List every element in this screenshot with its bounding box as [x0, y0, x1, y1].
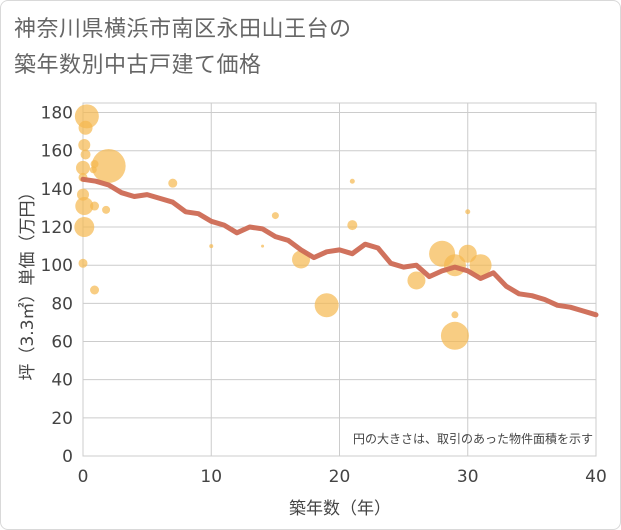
- data-bubble: [76, 160, 90, 175]
- y-tick-label: 40: [51, 371, 73, 391]
- x-tick-label: 40: [585, 467, 607, 487]
- data-bubble: [91, 148, 126, 183]
- data-bubble: [261, 244, 265, 248]
- tick-label-layer: 0 20 40 60 80 100 120 140 160 180 0 10 20 30 40: [41, 104, 607, 487]
- data-bubble: [74, 217, 95, 238]
- data-bubble: [78, 138, 91, 151]
- x-tick-label: 10: [200, 467, 222, 487]
- chart-title-line-2: 築年数別中古戸建て価格: [14, 53, 262, 78]
- x-tick-label: 20: [329, 467, 351, 487]
- y-tick-label: 0: [62, 447, 73, 467]
- y-tick-label: 160: [41, 142, 73, 162]
- trend-line-layer: [80, 176, 599, 318]
- data-bubble: [74, 104, 99, 129]
- x-axis-label: 築年数（年）: [289, 499, 391, 519]
- data-bubble: [78, 258, 88, 268]
- chart-title: 神奈川県横浜市南区永田山王台の 築年数別中古戸建て価格: [14, 12, 352, 84]
- data-bubble: [407, 271, 426, 290]
- data-bubble: [349, 178, 355, 184]
- data-bubble: [209, 244, 214, 249]
- data-bubble: [451, 311, 459, 319]
- y-axis-label: 坪（3.3㎡）単価（万円）: [18, 183, 38, 380]
- trend-line: [80, 176, 599, 318]
- data-bubble: [469, 254, 492, 277]
- data-bubble: [314, 293, 339, 318]
- x-tick-label: 30: [457, 467, 479, 487]
- data-bubble: [78, 120, 93, 135]
- y-tick-label: 80: [51, 294, 73, 314]
- data-bubble: [90, 160, 99, 169]
- x-tick-label: 0: [78, 467, 89, 487]
- y-tick-label: 100: [41, 256, 73, 276]
- y-tick-label: 20: [51, 409, 73, 429]
- chart-title-line-1: 神奈川県横浜市南区永田山王台の: [14, 17, 352, 42]
- data-bubble: [80, 149, 91, 160]
- y-tick-label: 140: [41, 180, 73, 200]
- data-bubble: [102, 205, 111, 214]
- data-bubble: [465, 209, 471, 215]
- data-bubble: [271, 212, 279, 220]
- y-tick-label: 60: [51, 333, 73, 353]
- y-tick-label: 120: [41, 218, 73, 238]
- grid-layer: [82, 102, 597, 457]
- data-bubble: [90, 201, 100, 211]
- data-bubble: [347, 220, 358, 231]
- data-bubble: [440, 321, 469, 350]
- data-bubble: [90, 285, 100, 295]
- data-bubble: [89, 166, 97, 174]
- data-bubble: [168, 178, 178, 188]
- y-tick-label: 180: [41, 104, 73, 124]
- bubble-size-note: 円の大きさは、取引のあった物件面積を示す: [353, 431, 593, 446]
- data-bubble: [75, 197, 94, 216]
